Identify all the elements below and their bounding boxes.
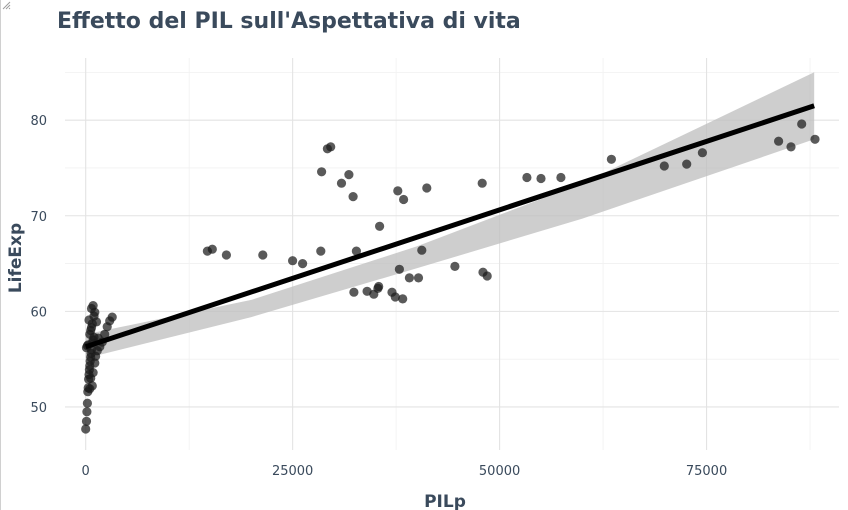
data-point [258, 250, 268, 260]
data-point [81, 416, 92, 426]
data-point [810, 134, 820, 144]
data-point [326, 142, 336, 152]
data-point [477, 178, 487, 188]
data-point [82, 407, 92, 417]
data-point [88, 301, 98, 311]
points-layer [81, 119, 820, 434]
y-tick-label: 80 [30, 114, 47, 129]
data-point [786, 142, 796, 152]
data-point [556, 172, 566, 183]
data-point [398, 294, 408, 304]
data-point [221, 250, 231, 260]
data-point [404, 273, 414, 283]
data-point [399, 194, 409, 205]
data-point [394, 264, 404, 274]
data-point [522, 172, 532, 183]
confidence-band-layer [85, 72, 815, 359]
resize-grip-icon[interactable] [1, 0, 11, 10]
data-point [697, 148, 708, 158]
fit-line-layer [84, 103, 815, 350]
y-axis-title: LifeExp [6, 223, 26, 293]
data-point [482, 271, 492, 281]
data-point [92, 346, 102, 356]
x-tick-label: 50000 [479, 464, 520, 479]
data-point [90, 358, 100, 368]
regression-line [84, 103, 815, 350]
data-point [682, 159, 692, 169]
x-tick-label: 25000 [272, 464, 313, 479]
data-point [91, 317, 102, 327]
data-point [536, 173, 546, 184]
data-point [450, 261, 460, 271]
data-point [606, 154, 617, 164]
data-point [375, 221, 385, 231]
data-point [422, 183, 432, 193]
data-point [336, 178, 347, 188]
data-point [207, 244, 217, 254]
data-point [81, 424, 91, 434]
data-point [317, 167, 327, 177]
data-point [288, 256, 298, 266]
data-point [659, 161, 669, 171]
data-point [88, 368, 98, 378]
y-tick-label: 70 [30, 210, 47, 225]
data-point [298, 259, 308, 269]
data-point [349, 287, 359, 297]
data-point [316, 246, 326, 256]
y-tick-label: 50 [30, 401, 47, 416]
data-point [351, 246, 361, 256]
y-tick-label: 60 [30, 305, 47, 320]
data-point [413, 273, 424, 283]
data-point [774, 136, 784, 146]
data-point [107, 312, 117, 322]
x-axis-title: PILp [424, 492, 466, 510]
data-point [348, 192, 358, 202]
chart-title: Effetto del PIL sull'Aspettativa di vita [57, 9, 521, 34]
data-point [344, 170, 354, 180]
data-point [417, 245, 427, 255]
data-point [797, 119, 807, 129]
tick-labels: 0 25000 50000 75000 50 60 70 80 [30, 114, 727, 479]
confidence-band [85, 72, 815, 359]
data-point [100, 329, 110, 339]
data-point [374, 281, 384, 292]
x-tick-label: 0 [82, 464, 90, 479]
data-point [393, 186, 403, 196]
data-point [85, 384, 95, 394]
data-point [82, 398, 92, 408]
x-tick-label: 75000 [686, 464, 727, 479]
data-point [390, 292, 400, 302]
